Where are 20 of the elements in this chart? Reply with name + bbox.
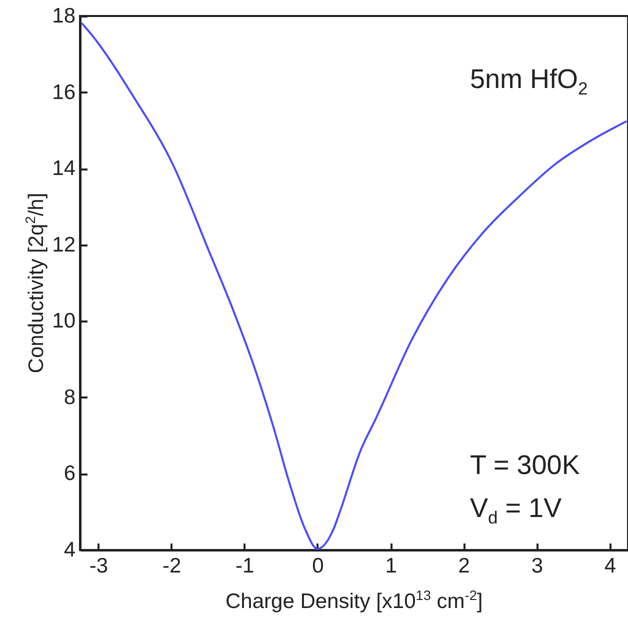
y-tick-label: 8 [64, 386, 76, 409]
x-tick-label: 1 [385, 554, 397, 578]
y-tick-label: 18 [52, 4, 76, 28]
annotation: 5nm HfO$_{2}$ [470, 64, 588, 100]
annotation: T = 300K [470, 450, 580, 481]
y-tick-label: 10 [52, 310, 76, 333]
x-tick-label: 2 [458, 554, 470, 578]
x-tick-label: 3 [531, 554, 544, 578]
x-tick-label: -3 [89, 554, 108, 578]
y-tick-label: 12 [52, 233, 76, 256]
annotation: V$_{d}$ = 1V [470, 493, 562, 528]
x-tick-label: 4 [604, 554, 616, 578]
y-tick-label: 14 [52, 157, 76, 180]
x-tick-label: 0 [312, 554, 324, 578]
y-tick-label: 6 [64, 462, 76, 486]
y-tick-label: 16 [52, 80, 76, 104]
y-tick-label: 4 [64, 538, 76, 562]
x-axis-title: Charge Density [x10$^{13}$ cm$^{-2}$] [226, 588, 483, 614]
x-tick-label: -2 [162, 554, 182, 578]
x-tick-label: -1 [236, 554, 254, 578]
